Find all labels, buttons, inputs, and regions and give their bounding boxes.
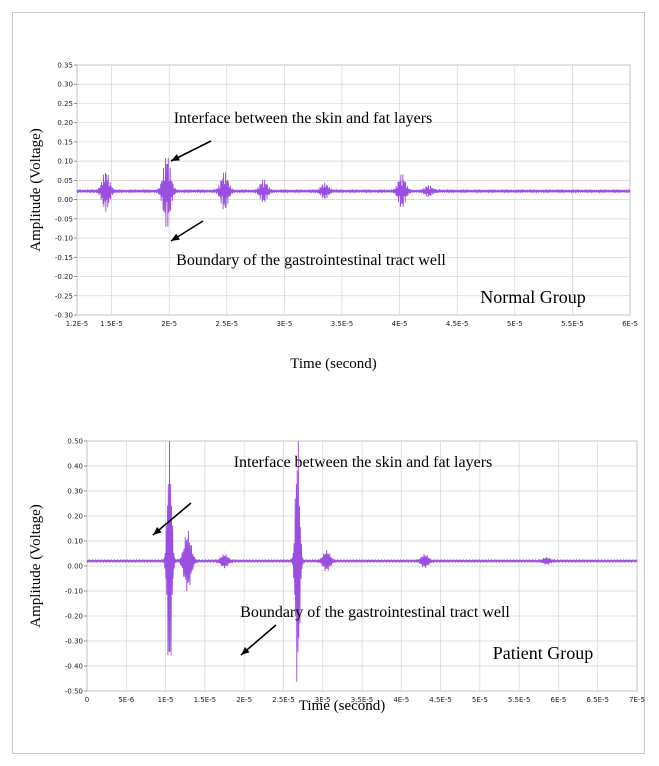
- x-tick-label: 5.5E-5: [508, 696, 531, 704]
- arrow-head-icon: [171, 154, 180, 161]
- x-tick-label: 6E-5: [550, 696, 566, 704]
- grid: [76, 64, 631, 316]
- y-tick-label: -0.25: [55, 292, 73, 300]
- x-tick-label: 1.5E-5: [194, 696, 217, 704]
- y-tick-label: -0.15: [55, 254, 73, 262]
- y-tick-label: -0.50: [65, 688, 83, 696]
- x-tick-label: 2E-5: [161, 320, 177, 328]
- y-tick-label: 0.35: [57, 62, 73, 70]
- arrow-head-icon: [241, 646, 250, 655]
- x-tick-label: 7E-5: [629, 696, 645, 704]
- grid: [86, 440, 638, 692]
- chart-patient-group: 0.50 0.40 0.30 0.20 0.10 0.00 -0.10 -0.20 -0.30 -…: [28, 438, 645, 715]
- x-tick-label: 6E-5: [622, 320, 638, 328]
- group-label: Normal Group: [480, 287, 585, 307]
- y-axis-label: Amplitude (Voltage): [28, 128, 44, 251]
- y-tick-label: 0.30: [67, 488, 83, 496]
- y-tick-label: -0.30: [55, 312, 73, 320]
- x-tick-label: 6.5E-5: [586, 696, 609, 704]
- annotation-text: Boundary of the gastrointestinal tract w…: [176, 252, 446, 269]
- x-tick-label: 4E-5: [393, 696, 409, 704]
- y-tick-label: -0.30: [65, 638, 83, 646]
- y-tick-label: -0.10: [55, 235, 73, 243]
- y-tick-label: 0.25: [57, 100, 73, 108]
- x-tick-label: 5.5E-5: [561, 320, 584, 328]
- group-label: Patient Group: [493, 643, 594, 663]
- x-tick-label: 3E-5: [276, 320, 292, 328]
- x-tick-label: 1.5E-5: [100, 320, 123, 328]
- y-tick-label: 0.40: [67, 463, 83, 471]
- signal: [86, 440, 638, 682]
- x-axis-label: Time (second): [290, 356, 377, 372]
- x-tick-label: 1E-5: [158, 696, 174, 704]
- y-tick-label: 0.10: [57, 158, 73, 166]
- x-ticks: 0 5E-6 1E-5 1.5E-5 2E-5 2.5E-5 3E-5 3.5E-5 4E-5 4…: [85, 696, 645, 704]
- chart-normal-group: 0.35 0.30 0.25 0.20 0.15 0.10 0.05 0.00 -0.05 -0.…: [28, 62, 638, 373]
- x-axis-label: Time (second): [299, 698, 386, 714]
- y-axis-label: Amplitude (Voltage): [28, 504, 44, 627]
- signal: [76, 157, 631, 227]
- y-tick-label: -0.40: [65, 663, 83, 671]
- y-tick-label: -0.10: [65, 588, 83, 596]
- x-tick-label: 4.5E-5: [446, 320, 469, 328]
- x-tick-label: 3.5E-5: [351, 696, 374, 704]
- x-tick-label: 1.2E-5: [66, 320, 89, 328]
- figure-canvas: 0.35 0.30 0.25 0.20 0.15 0.10 0.05 0.00 -0.05 -0.…: [28, 62, 645, 715]
- y-tick-label: 0.50: [67, 438, 83, 446]
- x-tick-label: 2.5E-5: [272, 696, 295, 704]
- y-tick-label: 0.10: [67, 538, 83, 546]
- y-tick-label: 0.00: [67, 563, 83, 571]
- x-tick-label: 4E-5: [392, 320, 408, 328]
- x-tick-label: 5E-5: [472, 696, 488, 704]
- annotation-text: Boundary of the gastrointestinal tract w…: [240, 604, 510, 621]
- arrow-head-icon: [153, 526, 162, 535]
- x-tick-label: 4.5E-5: [429, 696, 452, 704]
- y-tick-label: 0.05: [57, 177, 73, 185]
- arrow-head-icon: [171, 233, 180, 241]
- x-tick-label: 0: [85, 696, 89, 704]
- x-ticks: 1.2E-5 1.5E-5 2E-5 2.5E-5 3E-5 3.5E-5 4E-5 4.5E…: [66, 320, 638, 328]
- y-tick-label: -0.20: [55, 273, 73, 281]
- figure-frame: 0.35 0.30 0.25 0.20 0.15 0.10 0.05 0.00 -0.05 -0.…: [12, 12, 645, 754]
- annotations: Interface between the skin and fat layer…: [170, 110, 446, 269]
- y-tick-label: -0.20: [65, 613, 83, 621]
- x-tick-label: 3E-5: [315, 696, 331, 704]
- y-tick-label: 0.20: [67, 513, 83, 521]
- y-tick-label: 0.30: [57, 81, 73, 89]
- y-tick-label: 0.20: [57, 119, 73, 127]
- x-tick-label: 2E-5: [236, 696, 252, 704]
- x-tick-label: 5E-5: [507, 320, 523, 328]
- y-tick-label: 0.00: [57, 196, 73, 204]
- x-tick-label: 5E-6: [118, 696, 134, 704]
- annotation-text: Interface between the skin and fat layer…: [174, 110, 433, 127]
- signal-line: [76, 157, 631, 227]
- y-tick-label: 0.15: [57, 138, 73, 146]
- y-ticks: 0.35 0.30 0.25 0.20 0.15 0.10 0.05 0.00 -0.05 -0.…: [55, 62, 77, 320]
- annotations: Interface between the skin and fat layer…: [152, 454, 510, 656]
- x-tick-label: 3.5E-5: [331, 320, 354, 328]
- signal-line: [86, 440, 638, 682]
- y-tick-label: -0.05: [55, 215, 73, 223]
- x-tick-label: 2.5E-5: [215, 320, 238, 328]
- y-ticks: 0.50 0.40 0.30 0.20 0.10 0.00 -0.10 -0.20 -0.30 -…: [65, 438, 87, 696]
- annotation-text: Interface between the skin and fat layer…: [234, 454, 493, 471]
